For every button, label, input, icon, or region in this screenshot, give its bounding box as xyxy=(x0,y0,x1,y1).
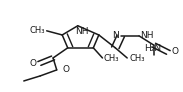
Text: H₂N: H₂N xyxy=(144,44,161,53)
Text: NH: NH xyxy=(140,31,154,40)
Text: O: O xyxy=(171,47,178,56)
Text: O: O xyxy=(62,64,69,74)
Text: CH₃: CH₃ xyxy=(29,26,45,35)
Text: NH: NH xyxy=(75,27,88,36)
Text: O: O xyxy=(30,59,37,68)
Text: CH₃: CH₃ xyxy=(103,54,119,63)
Text: N: N xyxy=(112,31,119,40)
Text: CH₃: CH₃ xyxy=(129,54,145,63)
